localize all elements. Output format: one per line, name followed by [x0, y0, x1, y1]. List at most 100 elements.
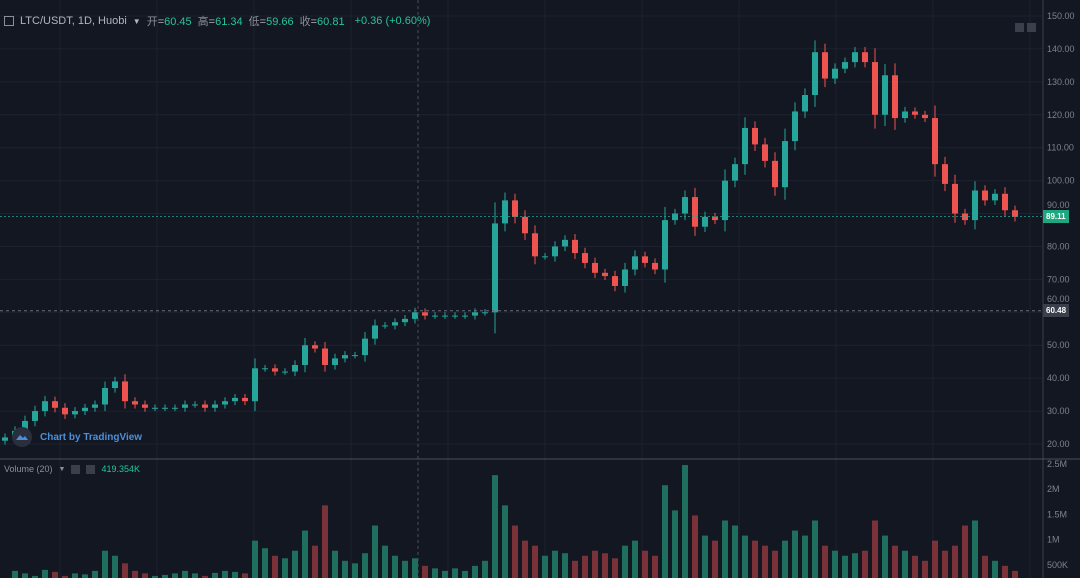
volume-label[interactable]: Volume (20) — [4, 464, 53, 474]
volume-value: 419.354K — [101, 464, 141, 474]
volume-bar — [832, 550, 838, 578]
candle-body — [342, 355, 348, 359]
volume-bar — [172, 573, 178, 578]
candle-body — [292, 364, 298, 372]
volume-bar — [582, 555, 588, 578]
volume-bar — [422, 565, 428, 578]
candle-body — [602, 272, 608, 277]
low-label: 低 — [248, 16, 260, 28]
volume-legend: Volume (20) ▼ 419.354K — [4, 464, 140, 474]
candle-body — [122, 381, 128, 402]
candle-body — [212, 404, 218, 408]
price-tick-label: 50.00 — [1047, 340, 1070, 350]
candle-body — [702, 216, 708, 227]
candle-body — [402, 318, 408, 323]
volume-bar — [412, 558, 418, 578]
volume-bar — [562, 553, 568, 578]
volume-bar — [762, 545, 768, 578]
candle-body — [32, 411, 38, 421]
volume-bar — [132, 570, 138, 578]
volume-bar — [462, 570, 468, 578]
volume-bar — [602, 553, 608, 578]
candle-body — [592, 262, 598, 273]
candle-body — [392, 322, 398, 326]
branding-text: Chart by TradingView — [40, 431, 143, 443]
volume-bar — [632, 540, 638, 578]
tradingview-branding[interactable]: Chart by TradingView — [12, 427, 142, 447]
volume-bar — [482, 560, 488, 578]
volume-bar — [252, 540, 258, 578]
volume-bar — [692, 515, 698, 578]
candle-body — [222, 401, 228, 405]
volume-bar — [92, 570, 98, 578]
volume-bar — [72, 573, 78, 578]
volume-bar — [272, 555, 278, 578]
chevron-down-icon[interactable]: ▼ — [58, 465, 66, 473]
symbol-label[interactable]: LTC/USDT, 1D, Huobi — [20, 15, 127, 27]
volume-bar — [102, 550, 108, 578]
volume-bar — [952, 545, 958, 578]
candle-body — [972, 190, 978, 221]
volume-bar — [552, 550, 558, 578]
candle-body — [1012, 210, 1018, 217]
volume-tick-label: 2M — [1047, 484, 1060, 494]
candle-body — [232, 397, 238, 402]
candle-body — [622, 269, 628, 286]
volume-bar — [642, 550, 648, 578]
candle-body — [862, 52, 868, 63]
close-label: 收 — [299, 16, 311, 28]
volume-bar — [682, 465, 688, 578]
candle-body — [532, 233, 538, 257]
candle-body — [552, 246, 558, 257]
candle-body — [332, 358, 338, 365]
price-tick-label: 40.00 — [1047, 373, 1070, 383]
volume-bar — [122, 563, 128, 578]
volume-bar — [342, 560, 348, 578]
candle-body — [742, 127, 748, 165]
volume-bar — [982, 555, 988, 578]
candle-body — [712, 216, 718, 221]
volume-bar — [862, 550, 868, 578]
volume-bar — [292, 550, 298, 578]
candle-body — [672, 213, 678, 221]
volume-bar — [922, 560, 928, 578]
candle-body — [832, 68, 838, 79]
chevron-down-icon[interactable]: ▼ — [132, 16, 141, 26]
candle-body — [82, 407, 88, 412]
candle-body — [442, 315, 448, 317]
candle-body — [2, 437, 8, 441]
settings-icon[interactable] — [71, 464, 81, 474]
volume-bar — [672, 510, 678, 578]
candle-body — [242, 397, 248, 402]
volume-bar — [852, 553, 858, 578]
volume-bar — [882, 535, 888, 578]
candle-body — [852, 52, 858, 63]
volume-bar — [772, 550, 778, 578]
volume-bar — [902, 550, 908, 578]
volume-bar — [782, 540, 788, 578]
candle-body — [572, 239, 578, 254]
collapse-icon[interactable] — [4, 16, 14, 26]
high-label: 高 — [197, 16, 209, 28]
move-down-icon[interactable] — [1027, 23, 1036, 32]
volume-bar — [522, 540, 528, 578]
volume-bar — [892, 545, 898, 578]
candle-body — [492, 223, 498, 313]
candle-body — [182, 404, 188, 408]
volume-bar — [382, 545, 388, 578]
volume-bar — [62, 575, 68, 578]
close-icon[interactable] — [86, 464, 96, 474]
move-up-icon[interactable] — [1015, 23, 1024, 32]
candle-body — [902, 111, 908, 119]
volume-bar — [972, 520, 978, 578]
volume-bar — [222, 570, 228, 578]
volume-bar — [592, 550, 598, 578]
volume-bar — [352, 563, 358, 578]
candle-body — [142, 404, 148, 408]
candle-body — [882, 75, 888, 115]
candle-body — [192, 404, 198, 406]
volume-bar — [742, 535, 748, 578]
volume-tick-label: 1.5M — [1047, 509, 1067, 519]
candle-body — [52, 401, 58, 408]
